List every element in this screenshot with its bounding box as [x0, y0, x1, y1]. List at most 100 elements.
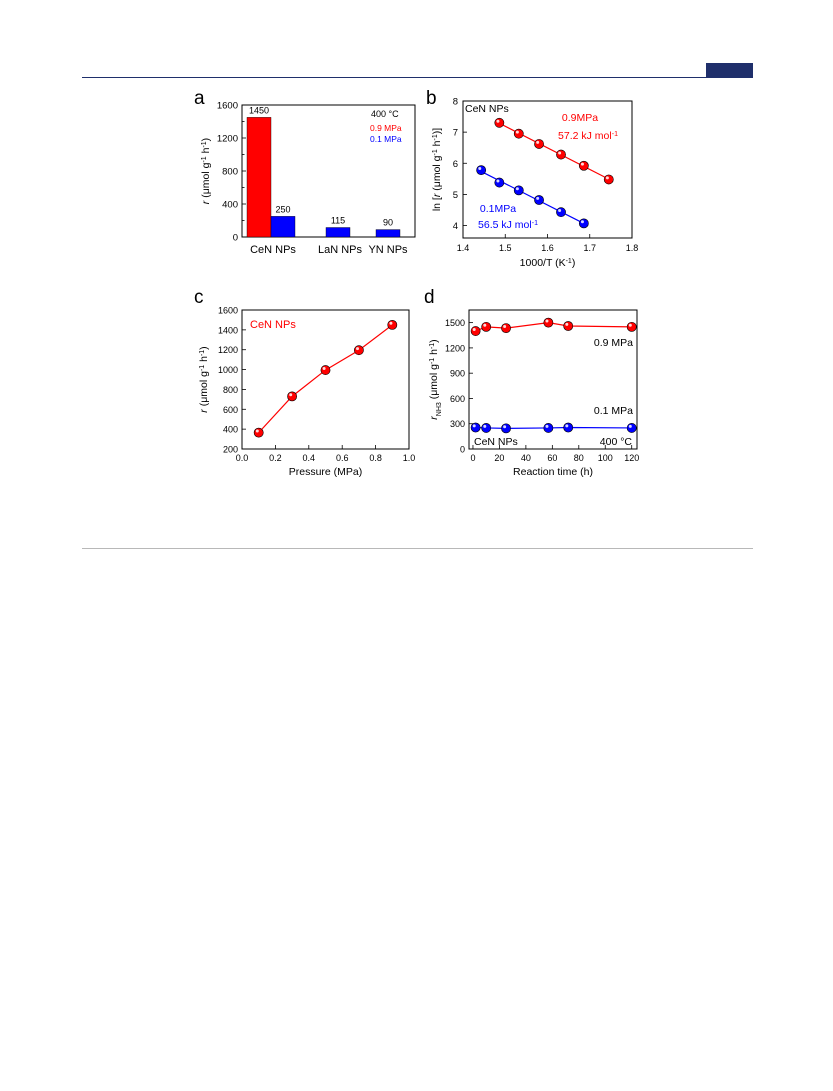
- header-accent-tab: [706, 63, 753, 78]
- x-tick-label: 1.8: [626, 243, 639, 253]
- x-category-label: LaN NPs: [318, 244, 363, 256]
- data-point: [470, 422, 481, 433]
- data-point: [501, 323, 511, 334]
- y-tick-label: 1200: [445, 343, 465, 353]
- data-point: [534, 195, 544, 205]
- data-point-highlight: [472, 424, 476, 428]
- data-point: [513, 185, 524, 196]
- y-tick-label: 400: [223, 425, 238, 435]
- data-point-highlight: [565, 322, 569, 326]
- x-axis-title: Pressure (MPa): [289, 466, 363, 478]
- data-point-highlight: [389, 321, 393, 325]
- bar-value-label: 90: [383, 218, 393, 228]
- y-axis-title: ln [r (μmol g-1 h-1)]: [431, 128, 443, 211]
- series-line: [258, 324, 393, 434]
- data-point: [578, 160, 589, 171]
- y-tick-label: 600: [450, 394, 465, 404]
- y-tick-label: 800: [222, 167, 238, 178]
- x-tick-label: 20: [494, 453, 504, 463]
- x-tick-label: 0.2: [269, 453, 282, 463]
- data-point-highlight: [558, 209, 562, 213]
- data-point: [534, 139, 544, 149]
- data-point-highlight: [322, 366, 326, 370]
- y-tick-label: 200: [223, 445, 238, 455]
- chart-b: b 4 5 6 7 8 1.4 1.5 1.6 1.7 1.8 1000/T (K-1) ln [r (…: [426, 88, 639, 269]
- data-point-highlight: [483, 424, 487, 428]
- data-point-highlight: [580, 162, 584, 166]
- annotation-temperature: 400 °C: [600, 436, 633, 448]
- series-label-0-9mpa: 0.9 MPa: [594, 337, 633, 349]
- data-point-highlight: [565, 424, 569, 428]
- data-point-highlight: [628, 424, 632, 428]
- data-point: [578, 218, 589, 229]
- plot-frame: [462, 100, 633, 239]
- y-tick-label: 1400: [218, 325, 238, 335]
- x-tick-label: 1.7: [583, 243, 596, 253]
- data-point-highlight: [503, 425, 507, 429]
- data-point: [476, 165, 487, 176]
- activation-energy-0-9mpa: 57.2 kJ mol-1: [558, 130, 618, 142]
- data-point-highlight: [496, 179, 500, 183]
- y-tick-label: 0: [460, 445, 465, 455]
- bar: [375, 229, 401, 238]
- data-point: [626, 321, 637, 332]
- y-tick-label: 600: [223, 405, 238, 415]
- series-line: [475, 322, 632, 332]
- panel-letter: a: [194, 88, 205, 109]
- panel-c: c 200 400 600 800 1000 1200 1400 1600 0.0 0.2 0.4 0.…: [180, 283, 420, 483]
- x-tick-label: 100: [598, 453, 613, 463]
- data-point: [543, 317, 554, 328]
- panel-d: d 0 300 600 900 1200 1500 0 20 40 60 80 100 120 Reacti…: [420, 283, 650, 483]
- header-rule: [82, 77, 753, 78]
- bar-value-label: 1450: [249, 105, 269, 115]
- y-tick-label: 1500: [445, 318, 465, 328]
- data-point: [481, 423, 492, 433]
- data-point: [320, 365, 331, 375]
- series-line: [475, 426, 632, 429]
- y-axis-title: r (μmol g-1 h-1): [200, 138, 212, 204]
- y-tick-label: 5: [453, 190, 458, 201]
- data-point-highlight: [289, 393, 293, 397]
- bar: [246, 117, 272, 238]
- x-tick-label: 120: [624, 453, 639, 463]
- data-point-highlight: [503, 325, 507, 329]
- y-tick-label: 6: [453, 159, 458, 170]
- y-tick-label: 8: [453, 97, 458, 108]
- y-tick-label: 1000: [218, 365, 238, 375]
- data-point: [470, 326, 481, 336]
- y-tick-label: 1600: [217, 101, 238, 112]
- y-tick-label: 300: [450, 419, 465, 429]
- data-point: [481, 321, 492, 332]
- data-point: [494, 177, 505, 188]
- y-tick-label: 0: [233, 233, 238, 244]
- section-divider: [82, 548, 753, 549]
- x-axis-title: Reaction time (h): [513, 466, 593, 478]
- x-category-label: YN NPs: [368, 244, 408, 256]
- x-tick-label: 0.6: [336, 453, 349, 463]
- y-tick-label: 1200: [218, 345, 238, 355]
- data-point-highlight: [478, 167, 482, 171]
- data-point: [556, 149, 566, 160]
- x-tick-label: 1.5: [499, 243, 512, 253]
- y-tick-label: 7: [453, 128, 458, 139]
- annotation-temperature: 400 °C: [371, 109, 399, 119]
- bar: [325, 227, 351, 238]
- data-point: [501, 423, 511, 434]
- panel-a: a 0 400 800 1200 1600 r (μmol g-1 h-1) CeN NPs L…: [180, 88, 420, 268]
- x-tick-label: 0.8: [369, 453, 382, 463]
- data-point-highlight: [515, 187, 519, 191]
- y-tick-label: 800: [223, 385, 238, 395]
- x-tick-label: 1.0: [403, 453, 416, 463]
- x-tick-label: 60: [547, 453, 557, 463]
- y-tick-label: 1600: [218, 306, 238, 316]
- legend-0-1mpa: 0.1 MPa: [370, 134, 402, 144]
- chart-title: CeN NPs: [465, 103, 509, 115]
- x-tick-label: 0: [470, 453, 475, 463]
- y-tick-label: 1200: [217, 134, 238, 145]
- chart-c: c 200 400 600 800 1000 1200 1400 1600 0.0 0.2 0.4 0.…: [194, 287, 416, 478]
- x-tick-label: 0.0: [236, 453, 249, 463]
- chart-title: CeN NPs: [250, 319, 296, 331]
- bar-value-label: 115: [331, 216, 345, 226]
- y-axis-title: rNH3 (μmol g-1 h-1): [428, 339, 443, 419]
- data-point-highlight: [483, 323, 487, 327]
